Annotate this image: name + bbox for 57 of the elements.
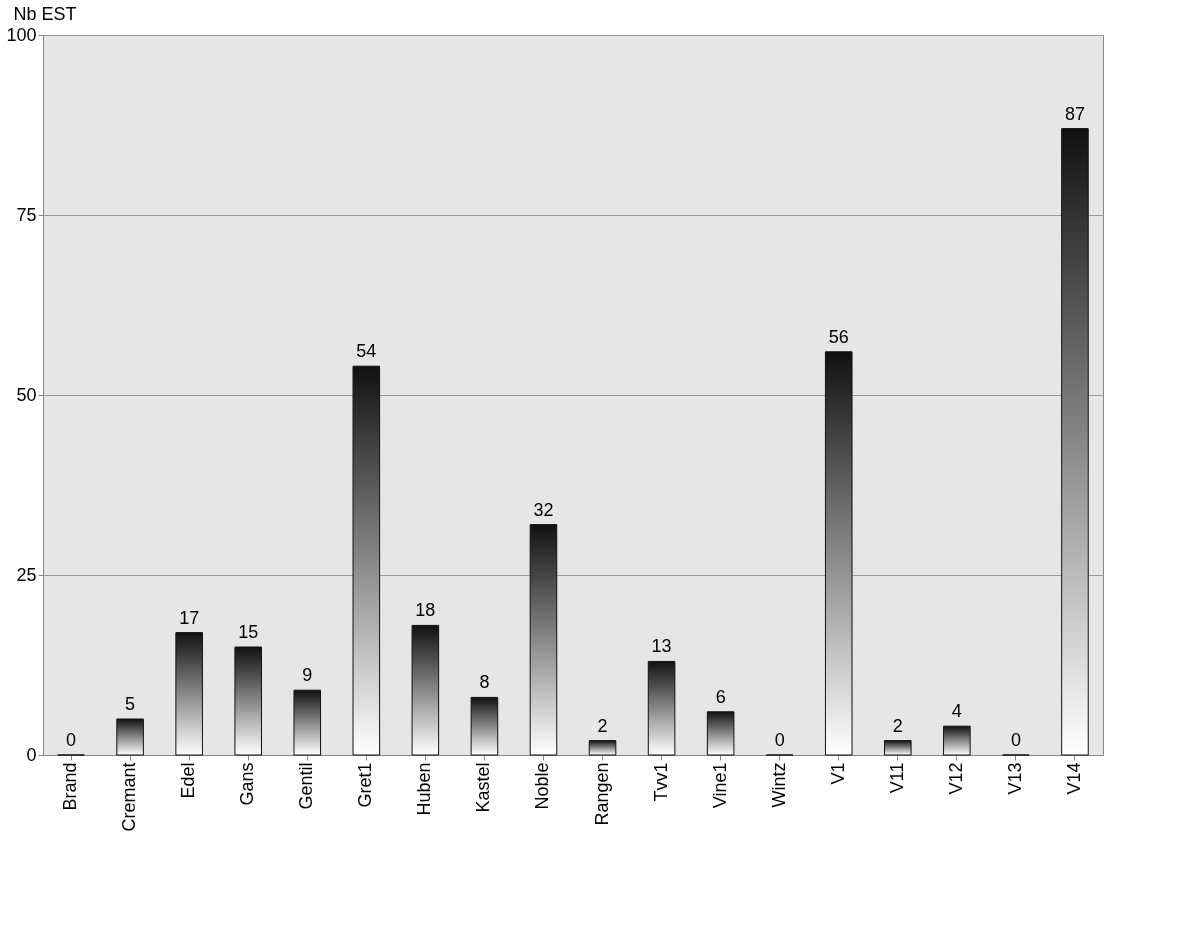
x-tick-label: V14 bbox=[1063, 762, 1084, 795]
data-label: 0 bbox=[66, 730, 77, 750]
y-tick-label: 50 bbox=[16, 384, 37, 405]
x-tick-label: Wintz bbox=[768, 762, 789, 808]
data-label: 56 bbox=[828, 326, 849, 347]
y-tick-label: 0 bbox=[26, 744, 37, 765]
data-label: 2 bbox=[597, 715, 608, 736]
data-label: 18 bbox=[415, 600, 436, 621]
x-tick-label: Cremant bbox=[119, 762, 140, 832]
x-tick-label: Gret1 bbox=[355, 762, 376, 808]
bar bbox=[647, 660, 676, 756]
bar bbox=[588, 740, 617, 756]
x-tick-label: Kastel bbox=[473, 762, 494, 813]
bar bbox=[529, 524, 558, 756]
x-tick-label: Gentil bbox=[296, 762, 317, 810]
x-tick-label: Brand bbox=[60, 762, 81, 811]
x-tick-label: Noble bbox=[532, 762, 553, 810]
data-label: 0 bbox=[774, 730, 785, 750]
y-tick-label: 100 bbox=[6, 24, 37, 45]
data-label: 2 bbox=[892, 715, 903, 736]
bar bbox=[293, 689, 322, 756]
x-tick-label: Tvv1 bbox=[650, 762, 671, 802]
data-label: 32 bbox=[533, 499, 554, 520]
data-label: 9 bbox=[302, 665, 313, 686]
x-tick-label: Rangen bbox=[591, 762, 612, 826]
x-tick-label: V12 bbox=[945, 762, 966, 795]
x-tick-label: V13 bbox=[1004, 762, 1025, 795]
bar bbox=[1061, 128, 1089, 756]
data-label: 17 bbox=[179, 607, 200, 628]
bar bbox=[411, 624, 440, 756]
data-label: 87 bbox=[1064, 103, 1085, 124]
data-label: 15 bbox=[238, 622, 259, 642]
data-label: 5 bbox=[125, 694, 136, 714]
bar bbox=[116, 718, 144, 756]
data-label: 8 bbox=[479, 672, 490, 693]
bar bbox=[234, 646, 262, 756]
x-tick-label: Huben bbox=[414, 762, 435, 816]
bar bbox=[706, 711, 735, 756]
data-label: 4 bbox=[951, 701, 962, 722]
y-axis-title: Nb EST bbox=[13, 3, 77, 24]
bar bbox=[352, 365, 381, 756]
bar bbox=[470, 696, 499, 756]
y-tick-label: 25 bbox=[16, 564, 37, 585]
data-label: 6 bbox=[715, 686, 726, 707]
y-tick-label: 75 bbox=[16, 204, 37, 225]
bar bbox=[824, 351, 853, 756]
bar bbox=[884, 740, 912, 756]
bar bbox=[175, 632, 203, 756]
x-tick-label: V11 bbox=[886, 762, 907, 794]
data-label: 54 bbox=[356, 341, 377, 362]
x-tick-label: Edel bbox=[178, 762, 199, 799]
bar bbox=[943, 725, 971, 756]
data-label: 0 bbox=[1010, 730, 1021, 750]
data-label: 13 bbox=[651, 636, 672, 657]
x-tick-label: Vine1 bbox=[709, 762, 730, 809]
x-tick-label: V1 bbox=[827, 762, 848, 785]
x-tick-label: Gans bbox=[237, 762, 258, 806]
